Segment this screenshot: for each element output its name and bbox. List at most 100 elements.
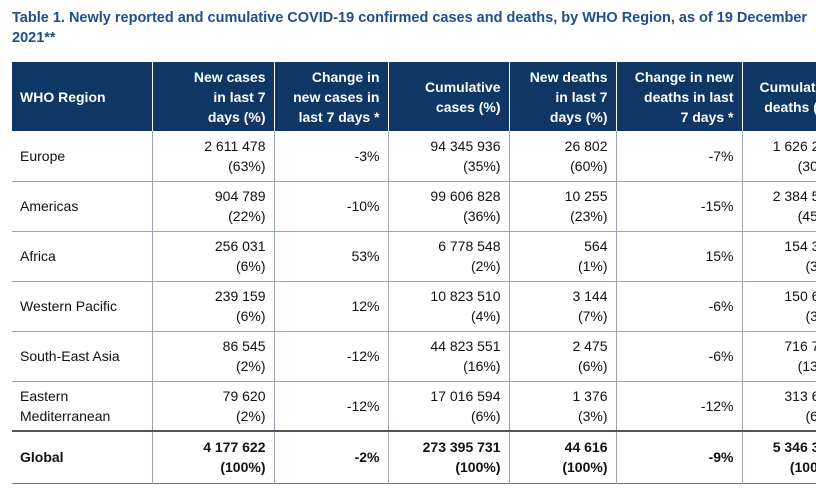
header-who-region: WHO Region [12,62,153,131]
cell-line: (100%) [455,459,501,476]
table-body: Europe 2 611 478 (63%) -3% 94 345 936 (35%) 26… [12,131,816,483]
cell-line: (30%) [797,157,816,174]
new-cases-cell: 2 611 478 (63%) [152,131,275,181]
cell-line: 44 823 551 [430,338,501,354]
cell-line: 3 144 [572,288,608,304]
cell-line: 86 545 [222,338,266,354]
change-cases-cell: 53% [274,231,389,281]
cumulative-deaths-cell: 1 626 294 (30%) [742,131,816,181]
new-deaths-cell: 10 255 (23%) [509,181,617,231]
header-line: WHO Region [20,88,106,105]
new-deaths-cell: 564 (1%) [509,231,617,281]
region-cell: Americas [12,181,153,231]
cell-line: (22%) [228,208,266,224]
change-cases-cell: -10% [274,181,389,231]
cell-line: 904 789 [214,188,266,204]
cell-line: 1 626 294 [772,137,816,154]
cell-line: 313 674 [784,387,816,404]
cumulative-cases-cell: 273 395 731 (100%) [388,431,510,483]
header-line: Cumulative [425,78,501,95]
cell-line: Mediterranean [20,407,111,424]
change-cases-cell: -12% [274,331,389,381]
change-deaths-cell: -15% [616,181,743,231]
header-line: New deaths [529,68,608,85]
cell-line: 154 330 [784,238,816,254]
cell-line: (2%) [235,407,266,424]
cell-line: 79 620 [222,387,266,404]
cumulative-deaths-cell: 716 778 (13%) [742,331,816,381]
region-cell: South-East Asia [12,331,153,381]
header-line: New cases [193,68,266,85]
cell-line: 239 159 [214,288,266,304]
header-cumulative-cases: Cumulative cases (%) [388,62,510,131]
cell-line: (60%) [570,157,608,174]
header-new-cases: New cases in last 7 days (%) [152,62,275,131]
cell-line: (4%) [470,308,501,324]
cell-line: (6%) [235,258,266,274]
change-deaths-cell: -6% [616,331,743,381]
table-row: Americas 904 789 (22%) -10% 99 606 828 (36%) 1… [12,181,816,231]
header-line: Change in [311,68,380,85]
cell-line: Europe [20,147,66,164]
new-cases-cell: 256 031 (6%) [152,231,275,281]
change-cases-cell: -3% [274,131,389,181]
cell-line: Americas [20,198,79,214]
cell-line: (6%) [470,407,501,424]
cumulative-cases-cell: 6 778 548 (2%) [388,231,510,281]
cumulative-deaths-cell: 2 384 550 (45%) [742,181,816,231]
cumulative-cases-cell: 44 823 551 (16%) [388,331,510,381]
header-line: cases (%) [435,98,501,115]
header-line: deaths (%) [764,98,816,115]
new-cases-cell: 79 620 (2%) [152,381,275,431]
new-deaths-cell: 3 144 (7%) [509,281,617,331]
header-change-new-deaths: Change in new deaths in last 7 days * [616,62,743,131]
cell-line: (3%) [805,308,816,324]
change-deaths-cell: -12% [616,381,743,431]
cell-line: (16%) [463,358,501,374]
cell-line: (100%) [562,459,608,476]
region-cell: Western Pacific [12,281,153,331]
cell-line: 4 177 622 [203,439,266,456]
new-deaths-cell: 2 475 (6%) [509,331,617,381]
table-row: Africa 256 031 (6%) 53% 6 778 548 (2%) 564 (1%)… [12,231,816,281]
new-cases-cell: 239 159 (6%) [152,281,275,331]
cell-line: 2 475 [572,338,608,354]
header-line: days (%) [549,108,608,125]
cell-line: (7%) [577,308,608,324]
covid-table: WHO Region New cases in last 7 days (%) Ch… [12,62,816,484]
cell-line: (2%) [470,258,501,274]
cell-line: 94 345 936 [430,137,501,154]
cell-line: (35%) [463,157,501,174]
cell-line: (100%) [789,459,816,476]
cell-line: Western Pacific [20,298,117,314]
cell-line: (6%) [805,407,816,424]
cell-line: 716 778 [784,338,816,354]
cumulative-cases-cell: 10 823 510 (4%) [388,281,510,331]
cell-line: 2 611 478 [204,137,266,154]
header-new-deaths: New deaths in last 7 days (%) [509,62,617,131]
cell-line: (45%) [797,208,816,224]
cell-line: 6 778 548 [438,238,501,254]
header-line: in last 7 [213,88,266,105]
cell-line: 99 606 828 [430,188,501,204]
change-deaths-cell: -9% [616,431,743,483]
change-deaths-cell: -6% [616,281,743,331]
header-change-new-cases: Change in new cases in last 7 days * [274,62,389,131]
header-line: deaths in last [644,88,734,105]
cell-line: (63%) [228,157,266,174]
cell-line: 256 031 [214,238,266,254]
table-row: South-East Asia 86 545 (2%) -12% 44 823 551 (… [12,331,816,381]
cell-line: 2 384 550 [772,188,816,204]
cumulative-deaths-cell: 150 683 (3%) [742,281,816,331]
cell-line: (100%) [220,459,266,476]
cell-line: 44 616 [564,439,608,456]
new-deaths-cell: 1 376 (3%) [509,381,617,431]
cell-line: (3%) [577,407,608,424]
new-deaths-cell: 44 616 (100%) [509,431,617,483]
cell-line: 5 346 322 [772,439,816,456]
cell-line: (2%) [235,358,266,374]
change-cases-cell: -2% [274,431,389,483]
cell-line: 10 255 [564,188,608,204]
cell-line: (6%) [577,358,608,374]
header-line: Change in new [634,68,734,85]
